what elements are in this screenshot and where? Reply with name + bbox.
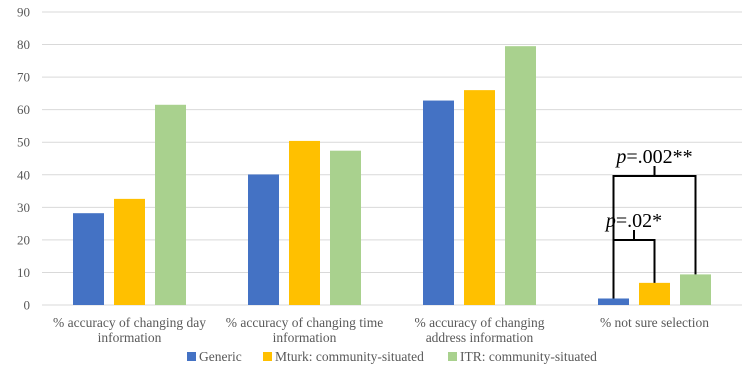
p-value-label: p=.02*: [604, 210, 662, 232]
y-tick-label: 50: [17, 135, 30, 150]
bar-generic: [248, 174, 279, 305]
p-value: =.02*: [616, 210, 662, 232]
y-tick-label: 20: [17, 232, 30, 247]
category-label: information: [98, 330, 162, 345]
y-tick-label: 80: [17, 37, 30, 52]
y-tick-label: 30: [17, 200, 30, 215]
bar-generic: [423, 100, 454, 305]
bar-mturk-community-situated: [464, 90, 495, 305]
bar-generic: [73, 213, 104, 305]
bar-mturk-community-situated: [639, 282, 670, 305]
category-label: % not sure selection: [600, 315, 709, 330]
p-symbol: p: [614, 146, 626, 168]
y-tick-label: 40: [17, 167, 30, 182]
p-value: =.002**: [626, 146, 692, 168]
bars: [73, 46, 711, 306]
legend-label: Generic: [199, 349, 242, 364]
bar-itr-community-situated: [155, 104, 186, 306]
legend-swatch: [448, 352, 457, 361]
y-tick-label: 0: [24, 298, 31, 313]
significance-annotations: p=.002**p=.02*: [604, 146, 697, 299]
legend-label: Mturk: community-situated: [275, 349, 424, 364]
category-label: information: [273, 330, 337, 345]
bar-mturk-community-situated: [289, 140, 320, 305]
legend-swatch: [263, 352, 272, 361]
category-label: % accuracy of changing day: [53, 315, 206, 330]
p-value-label: p=.002**: [614, 146, 692, 168]
bar-itr-community-situated: [505, 46, 536, 305]
y-axis: 0 10 20 30 40 50 60 70 80 90: [17, 5, 30, 313]
y-tick-label: 10: [17, 265, 30, 280]
legend-label: ITR: community-situated: [460, 349, 597, 364]
category-label: % accuracy of changing: [414, 315, 544, 330]
category-label: % accuracy of changing time: [226, 315, 383, 330]
category-label: address information: [426, 330, 534, 345]
bar-generic: [598, 298, 629, 305]
legend: Generic Mturk: community-situated ITR: com…: [187, 349, 597, 364]
y-tick-label: 60: [17, 102, 30, 117]
bar-mturk-community-situated: [114, 198, 145, 305]
y-tick-label: 70: [17, 70, 30, 85]
bar-itr-community-situated: [330, 150, 361, 305]
y-tick-label: 90: [17, 5, 30, 20]
bar-itr-community-situated: [680, 274, 711, 305]
legend-swatch: [187, 352, 196, 361]
p-symbol: p: [604, 210, 616, 232]
